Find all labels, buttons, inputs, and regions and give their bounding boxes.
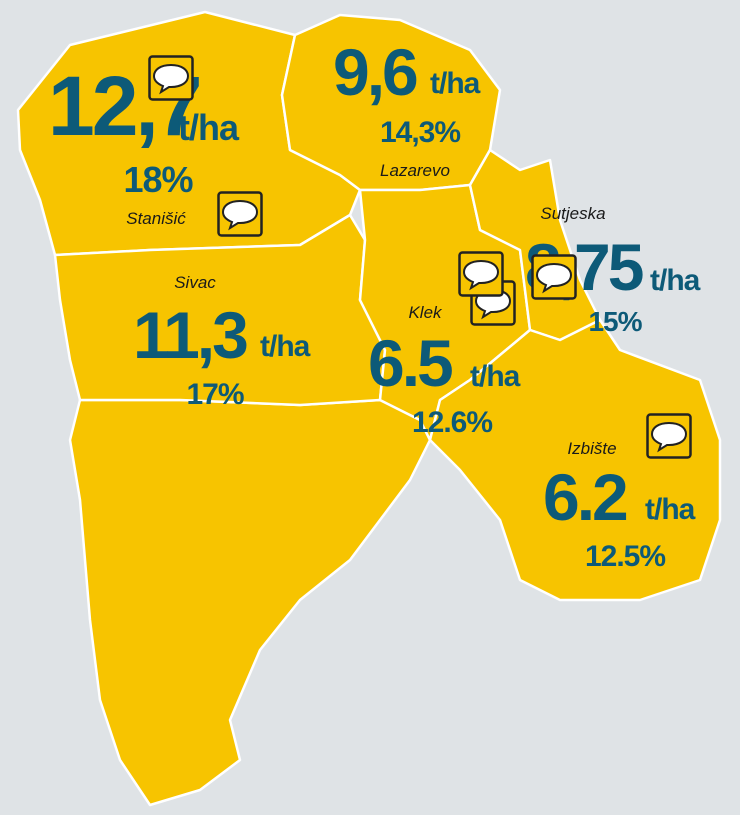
comment-icon[interactable]	[458, 251, 504, 297]
region-izbiste	[428, 318, 722, 602]
region-value: 6.2	[543, 460, 627, 534]
region-value: 9,6	[333, 35, 417, 109]
comment-icon[interactable]	[217, 191, 263, 237]
region-unit: t/ha	[645, 493, 696, 526]
region-value: 6.5	[368, 326, 452, 400]
region-name: Sivac	[174, 273, 216, 292]
region-share: 12.5%	[585, 540, 665, 573]
region-unit: t/ha	[178, 107, 240, 148]
region-unit: t/ha	[430, 67, 481, 100]
region-name: Stanišić	[126, 209, 186, 228]
region-name: Sutjeska	[540, 204, 605, 223]
region-share: 15%	[588, 306, 642, 337]
region-south	[68, 398, 432, 807]
region-name: Klek	[408, 303, 443, 322]
comment-icon[interactable]	[148, 55, 194, 101]
comment-icon[interactable]	[646, 413, 692, 459]
region-unit: t/ha	[470, 360, 521, 393]
region-share: 17%	[186, 378, 243, 411]
region-unit: t/ha	[650, 264, 701, 297]
region-share: 14,3%	[380, 116, 460, 149]
region-unit: t/ha	[260, 330, 311, 363]
region-share: 12.6%	[412, 406, 492, 439]
region-name: Lazarevo	[380, 161, 450, 180]
comment-icon[interactable]	[531, 254, 577, 300]
region-name: Izbište	[567, 439, 616, 458]
region-value: 11,3	[133, 298, 247, 372]
region-share: 18%	[123, 159, 193, 200]
